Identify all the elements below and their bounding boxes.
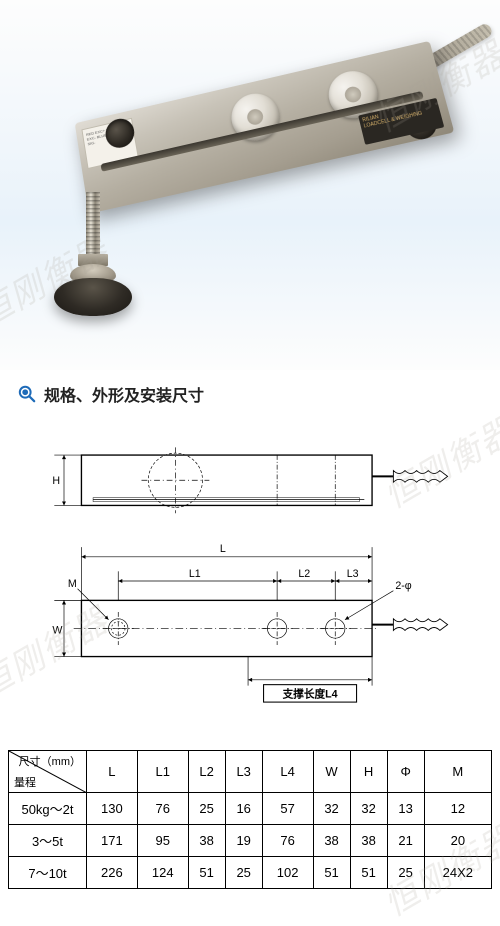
col-header: M [424, 751, 491, 793]
dim-label-L4: 支撑长度L4 [282, 687, 338, 700]
dim-label-H: H [52, 475, 60, 487]
dim-label-L3: L3 [347, 568, 359, 580]
value-cell: 51 [313, 857, 350, 889]
corner-bottom-label: 量程 [14, 774, 36, 790]
table-header-row: 尺寸（mm） 量程 L L1 L2 L3 L4 W H Φ M [9, 751, 492, 793]
range-cell: 3～5t [9, 825, 87, 857]
value-cell: 95 [137, 825, 188, 857]
leveling-foot-photo [50, 192, 160, 322]
value-cell: 171 [87, 825, 138, 857]
col-header: L4 [262, 751, 313, 793]
col-header: Φ [387, 751, 424, 793]
value-cell: 102 [262, 857, 313, 889]
section-header: 规格、外形及安装尺寸 [0, 370, 500, 416]
value-cell: 13 [387, 793, 424, 825]
value-cell: 76 [262, 825, 313, 857]
range-cell: 50kg～2t [9, 793, 87, 825]
section-title-text: 规格、外形及安装尺寸 [44, 382, 204, 406]
col-header: L2 [188, 751, 225, 793]
engineering-drawing: H L [0, 416, 500, 746]
dim-label-L2: L2 [298, 568, 310, 580]
dim-label-L: L [220, 543, 226, 555]
load-cell-body: RED EXC+ YELLOW EXC- BLUE SIG+ WHITE SIG… [75, 41, 455, 214]
table-row: 3～5t1719538197638382120 [9, 825, 492, 857]
value-cell: 57 [262, 793, 313, 825]
value-cell: 32 [313, 793, 350, 825]
value-cell: 226 [87, 857, 138, 889]
value-cell: 38 [188, 825, 225, 857]
value-cell: 51 [188, 857, 225, 889]
value-cell: 16 [225, 793, 262, 825]
value-cell: 19 [225, 825, 262, 857]
range-cell: 7～10t [9, 857, 87, 889]
value-cell: 25 [387, 857, 424, 889]
dim-label-M: M [68, 578, 77, 590]
col-header: L1 [137, 751, 188, 793]
value-cell: 32 [350, 793, 387, 825]
table-corner-cell: 尺寸（mm） 量程 [9, 751, 87, 793]
value-cell: 124 [137, 857, 188, 889]
dim-label-L1: L1 [189, 568, 201, 580]
foot-screw [86, 192, 100, 262]
table-row: 7～10t226124512510251512524X2 [9, 857, 492, 889]
value-cell: 24X2 [424, 857, 491, 889]
dim-label-phi: 2-φ [395, 580, 411, 592]
table-row: 50kg～2t1307625165732321312 [9, 793, 492, 825]
col-header: H [350, 751, 387, 793]
value-cell: 21 [387, 825, 424, 857]
dimension-table: 尺寸（mm） 量程 L L1 L2 L3 L4 W H Φ M 50kg～2t1… [8, 750, 492, 889]
col-header: L [87, 751, 138, 793]
foot-base [54, 278, 132, 316]
value-cell: 12 [424, 793, 491, 825]
col-header: W [313, 751, 350, 793]
value-cell: 20 [424, 825, 491, 857]
value-cell: 38 [313, 825, 350, 857]
value-cell: 76 [137, 793, 188, 825]
product-photo-region: RED EXC+ YELLOW EXC- BLUE SIG+ WHITE SIG… [0, 0, 500, 370]
magnifier-icon [18, 385, 36, 403]
dim-label-W: W [52, 624, 62, 636]
value-cell: 25 [188, 793, 225, 825]
value-cell: 38 [350, 825, 387, 857]
col-header: L3 [225, 751, 262, 793]
value-cell: 130 [87, 793, 138, 825]
value-cell: 51 [350, 857, 387, 889]
value-cell: 25 [225, 857, 262, 889]
table-body: 50kg～2t13076251657323213123～5t1719538197… [9, 793, 492, 889]
corner-top-label: 尺寸（mm） [19, 753, 81, 769]
dimension-table-region: 尺寸（mm） 量程 L L1 L2 L3 L4 W H Φ M 50kg～2t1… [0, 746, 500, 893]
